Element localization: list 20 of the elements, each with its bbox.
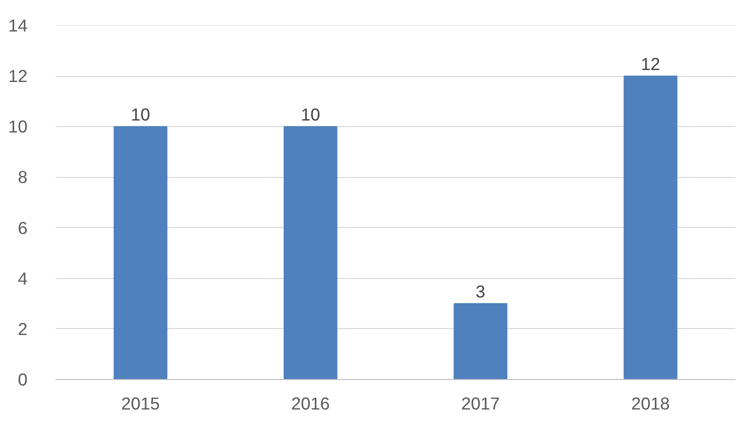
bar [454, 303, 508, 380]
y-tick-label: 14 [8, 16, 28, 36]
data-label: 10 [130, 104, 150, 125]
x-tick-label: 2015 [121, 394, 160, 414]
bar [624, 76, 678, 380]
y-tick-label: 10 [8, 116, 28, 137]
x-tick-label: 2018 [631, 394, 670, 414]
y-tick-label: 4 [18, 268, 28, 288]
data-label: 12 [640, 54, 660, 74]
data-label: 10 [300, 104, 320, 125]
x-tick-label: 2016 [291, 394, 330, 414]
bar [284, 126, 338, 380]
y-tick-label: 0 [18, 370, 28, 390]
bar [114, 126, 168, 380]
y-tick-label: 2 [18, 318, 28, 339]
y-tick-label: 12 [8, 66, 28, 86]
y-tick-label: 8 [18, 167, 28, 188]
y-tick-label: 6 [18, 218, 28, 238]
x-tick-label: 2017 [461, 394, 500, 414]
data-label: 3 [476, 282, 486, 302]
